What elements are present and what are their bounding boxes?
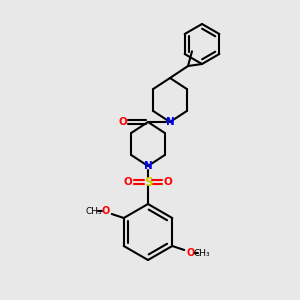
Text: N: N: [166, 117, 174, 127]
Text: CH₃: CH₃: [85, 206, 102, 215]
Text: O: O: [164, 177, 172, 187]
Text: N: N: [144, 161, 152, 171]
Text: O: O: [102, 206, 110, 216]
Text: S: S: [144, 176, 152, 188]
Text: O: O: [118, 117, 127, 127]
Text: O: O: [124, 177, 132, 187]
Text: O: O: [186, 248, 194, 258]
Text: CH₃: CH₃: [194, 248, 211, 257]
